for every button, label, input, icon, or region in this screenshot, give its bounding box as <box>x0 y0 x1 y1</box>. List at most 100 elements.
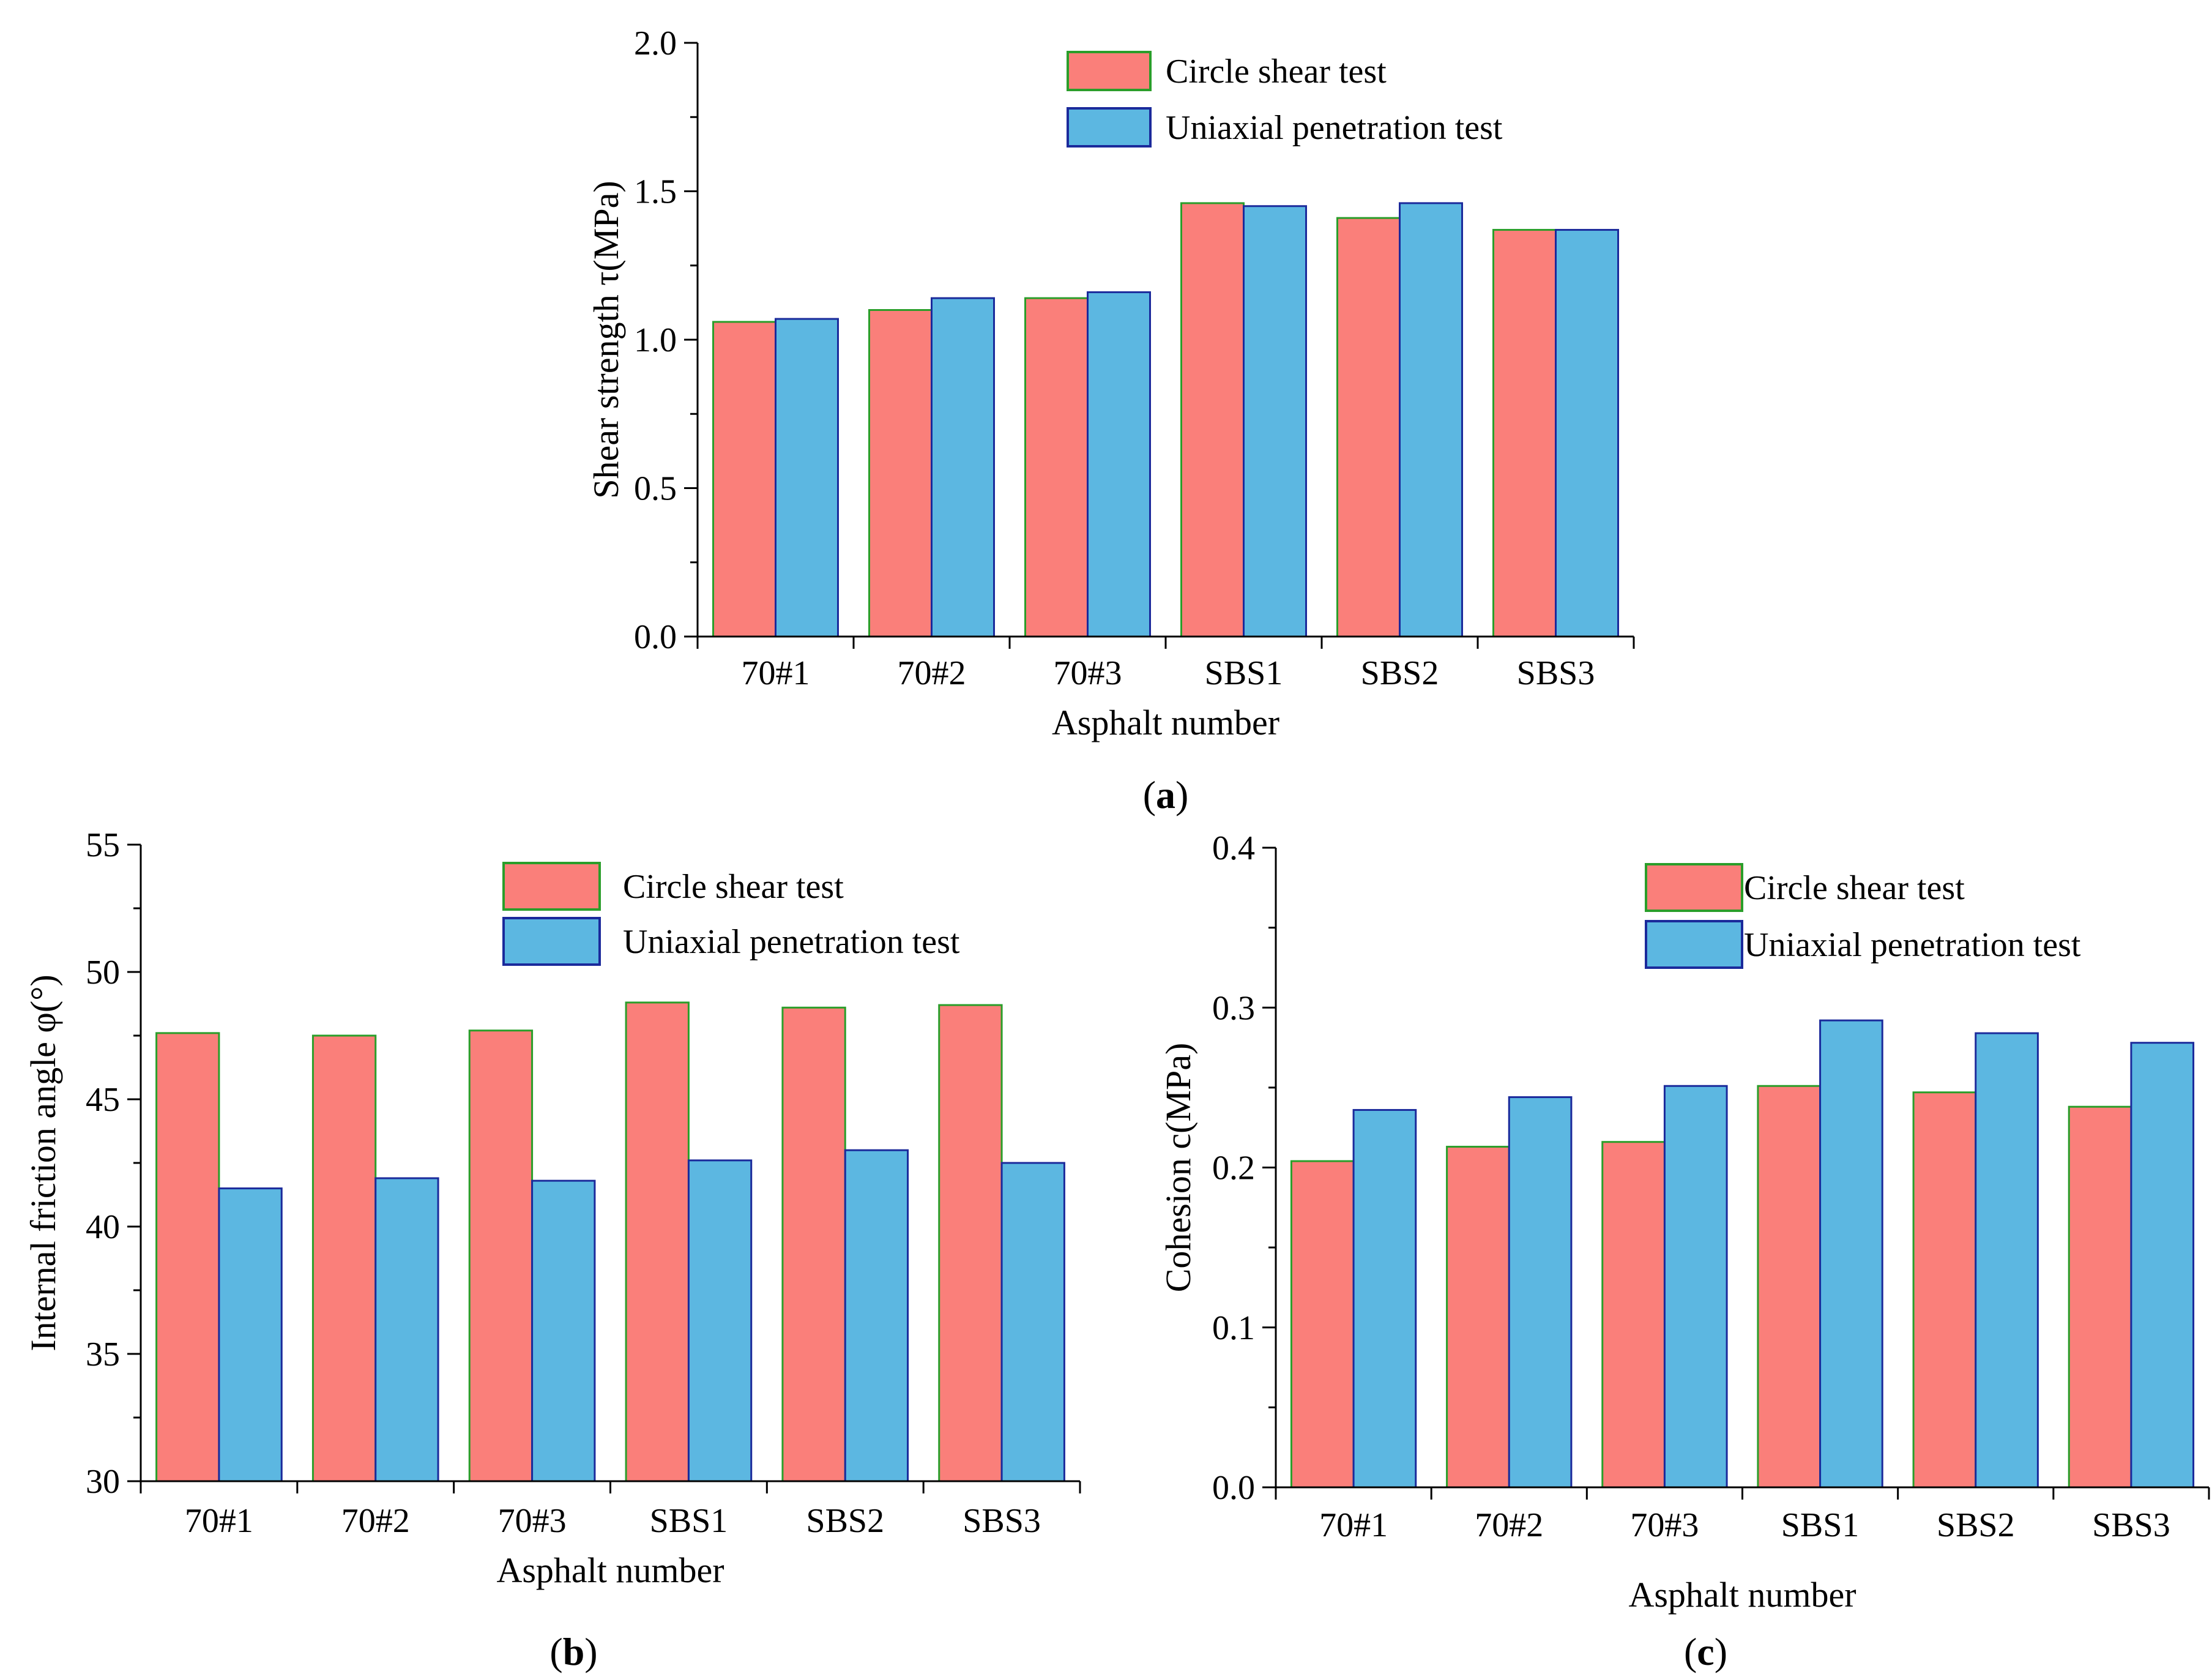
x-axis-title: Asphalt number <box>496 1550 724 1590</box>
bar-uniaxial-penetration-SBS2 <box>844 1149 909 1482</box>
y-tick-label: 45 <box>86 1081 120 1119</box>
legend-label-circle-shear: Circle shear test <box>1744 869 1965 907</box>
bar-circle-shear-SBS1 <box>1757 1085 1822 1489</box>
panel-label-open: ( <box>1684 1630 1697 1673</box>
y-tick-label: 30 <box>86 1463 120 1501</box>
y-tick-label: 0.1 <box>1212 1309 1255 1347</box>
bar-uniaxial-penetration-70#2 <box>374 1177 439 1482</box>
legend: Circle shear test Uniaxial penetration te… <box>1645 863 2081 969</box>
bar-uniaxial-penetration-70#2 <box>931 297 995 638</box>
bar-circle-shear-70#1 <box>712 321 776 638</box>
x-axis-title: Asphalt number <box>1052 703 1279 742</box>
x-tick-label: 70#2 <box>898 654 966 692</box>
legend-swatch-circle-shear <box>502 862 601 911</box>
x-axis-title: Asphalt number <box>1628 1575 1856 1615</box>
y-tick-label: 2.0 <box>634 24 677 62</box>
bar-circle-shear-SBS3 <box>2068 1105 2132 1489</box>
x-tick-label: 70#3 <box>1630 1506 1699 1544</box>
x-tick-label: SBS3 <box>963 1502 1041 1540</box>
x-tick-label: 70#3 <box>498 1502 567 1540</box>
panel-label-open: ( <box>1143 773 1156 816</box>
bar-circle-shear-SBS2 <box>1912 1091 1977 1489</box>
bar-circle-shear-SBS1 <box>625 1001 690 1482</box>
chart-a: 0.0 0.5 1.0 1.5 2.0 70#1 70#2 70#3 SBS1 SBS2 SBS3 A… <box>586 24 1635 816</box>
bar-uniaxial-penetration-SBS1 <box>687 1159 753 1482</box>
bar-uniaxial-penetration-70#3 <box>531 1179 596 1482</box>
bar-circle-shear-SBS3 <box>938 1004 1003 1482</box>
y-axis-title: Shear strength τ(MPa) <box>586 181 626 498</box>
x-tick-label: SBS1 <box>1781 1506 1860 1544</box>
bar-uniaxial-penetration-SBS3 <box>2130 1042 2195 1489</box>
bar-circle-shear-70#2 <box>868 309 933 638</box>
x-tick-label: 70#3 <box>1054 654 1122 692</box>
y-tick-label: 0.4 <box>1212 829 1255 867</box>
bar-uniaxial-penetration-SBS3 <box>1000 1162 1065 1482</box>
panel-label-close: ) <box>584 1630 597 1673</box>
x-tick-label: SBS3 <box>2092 1506 2170 1544</box>
bar-circle-shear-SBS2 <box>781 1006 846 1482</box>
chart-b: 30 35 40 45 50 55 70#1 70#2 70#3 SBS1 SBS2 SBS3 Asph… <box>23 826 1081 1673</box>
legend-swatch-uniaxial-penetration <box>502 917 601 966</box>
bar-uniaxial-penetration-70#1 <box>1352 1108 1417 1489</box>
panel-label: (a) <box>1143 773 1189 816</box>
bar-uniaxial-penetration-70#3 <box>1087 291 1151 638</box>
legend: Circle shear test Uniaxial penetration te… <box>1067 51 1503 148</box>
legend-swatch-circle-shear <box>1645 863 1743 912</box>
legend-swatch-uniaxial-penetration <box>1067 107 1152 148</box>
x-tick-label: SBS3 <box>1517 654 1595 692</box>
legend-swatch-uniaxial-penetration <box>1645 920 1743 969</box>
y-tick-label: 0.0 <box>634 618 677 656</box>
bar-uniaxial-penetration-70#3 <box>1663 1085 1728 1489</box>
panel-label: (c) <box>1684 1630 1727 1673</box>
panel-label-open: ( <box>549 1630 562 1673</box>
y-tick-label: 0.0 <box>1212 1469 1255 1507</box>
legend-label-uniaxial-penetration: Uniaxial penetration test <box>623 923 960 961</box>
x-tick-label: SBS1 <box>650 1502 728 1540</box>
chart-c: 0.0 0.1 0.2 0.3 0.4 70#1 70#2 70#3 SBS1 SBS2 SBS3 A… <box>1158 829 2210 1673</box>
y-tick-label: 35 <box>86 1336 120 1373</box>
y-tick-label: 0.3 <box>1212 989 1255 1027</box>
bar-uniaxial-penetration-SBS2 <box>1399 202 1463 638</box>
legend: Circle shear test Uniaxial penetration te… <box>502 862 960 966</box>
y-tick-label: 0.2 <box>1212 1149 1255 1187</box>
bar-uniaxial-penetration-SBS1 <box>1819 1019 1883 1489</box>
y-axis-title: Cohesion c(MPa) <box>1158 1043 1198 1293</box>
legend-label-circle-shear: Circle shear test <box>623 868 844 906</box>
bar-circle-shear-70#3 <box>468 1029 534 1482</box>
legend-label-uniaxial-penetration: Uniaxial penetration test <box>1744 926 2081 964</box>
x-tick-label: SBS2 <box>1937 1506 2015 1544</box>
y-axis-title: Internal friction angle φ(°) <box>23 974 63 1351</box>
legend-label-uniaxial-penetration: Uniaxial penetration test <box>1166 109 1503 147</box>
y-tick-label: 40 <box>86 1208 120 1246</box>
bar-uniaxial-penetration-70#1 <box>218 1187 283 1482</box>
bar-circle-shear-70#1 <box>155 1032 220 1482</box>
panel-label-letter: c <box>1697 1630 1714 1673</box>
x-tick-label: 70#2 <box>341 1502 410 1540</box>
bar-circle-shear-70#2 <box>311 1034 377 1482</box>
y-tick-label: 50 <box>86 954 120 992</box>
bar-circle-shear-SBS1 <box>1180 202 1245 638</box>
x-tick-label: 70#1 <box>742 654 810 692</box>
bar-uniaxial-penetration-SBS2 <box>1975 1032 2039 1489</box>
x-tick-label: 70#1 <box>185 1502 253 1540</box>
bar-circle-shear-70#1 <box>1290 1160 1355 1489</box>
panel-label-close: ) <box>1175 773 1188 816</box>
bar-uniaxial-penetration-SBS1 <box>1243 205 1307 638</box>
x-tick-label: SBS1 <box>1205 654 1283 692</box>
y-tick-label: 0.5 <box>634 470 677 508</box>
x-tick-label: 70#1 <box>1319 1506 1388 1544</box>
legend-label-circle-shear: Circle shear test <box>1166 53 1387 91</box>
bar-circle-shear-70#2 <box>1446 1146 1510 1489</box>
x-tick-label: SBS2 <box>1361 654 1439 692</box>
bar-uniaxial-penetration-SBS3 <box>1555 229 1619 638</box>
bar-circle-shear-SBS2 <box>1336 217 1401 638</box>
x-tick-label: 70#2 <box>1475 1506 1543 1544</box>
y-tick-label: 1.0 <box>634 321 677 359</box>
panel-label-letter: b <box>563 1630 585 1673</box>
legend-swatch-circle-shear <box>1067 51 1152 91</box>
panel-label-close: ) <box>1715 1630 1727 1673</box>
y-tick-label: 55 <box>86 826 120 864</box>
bar-circle-shear-70#3 <box>1601 1141 1666 1489</box>
x-tick-label: SBS2 <box>806 1502 884 1540</box>
